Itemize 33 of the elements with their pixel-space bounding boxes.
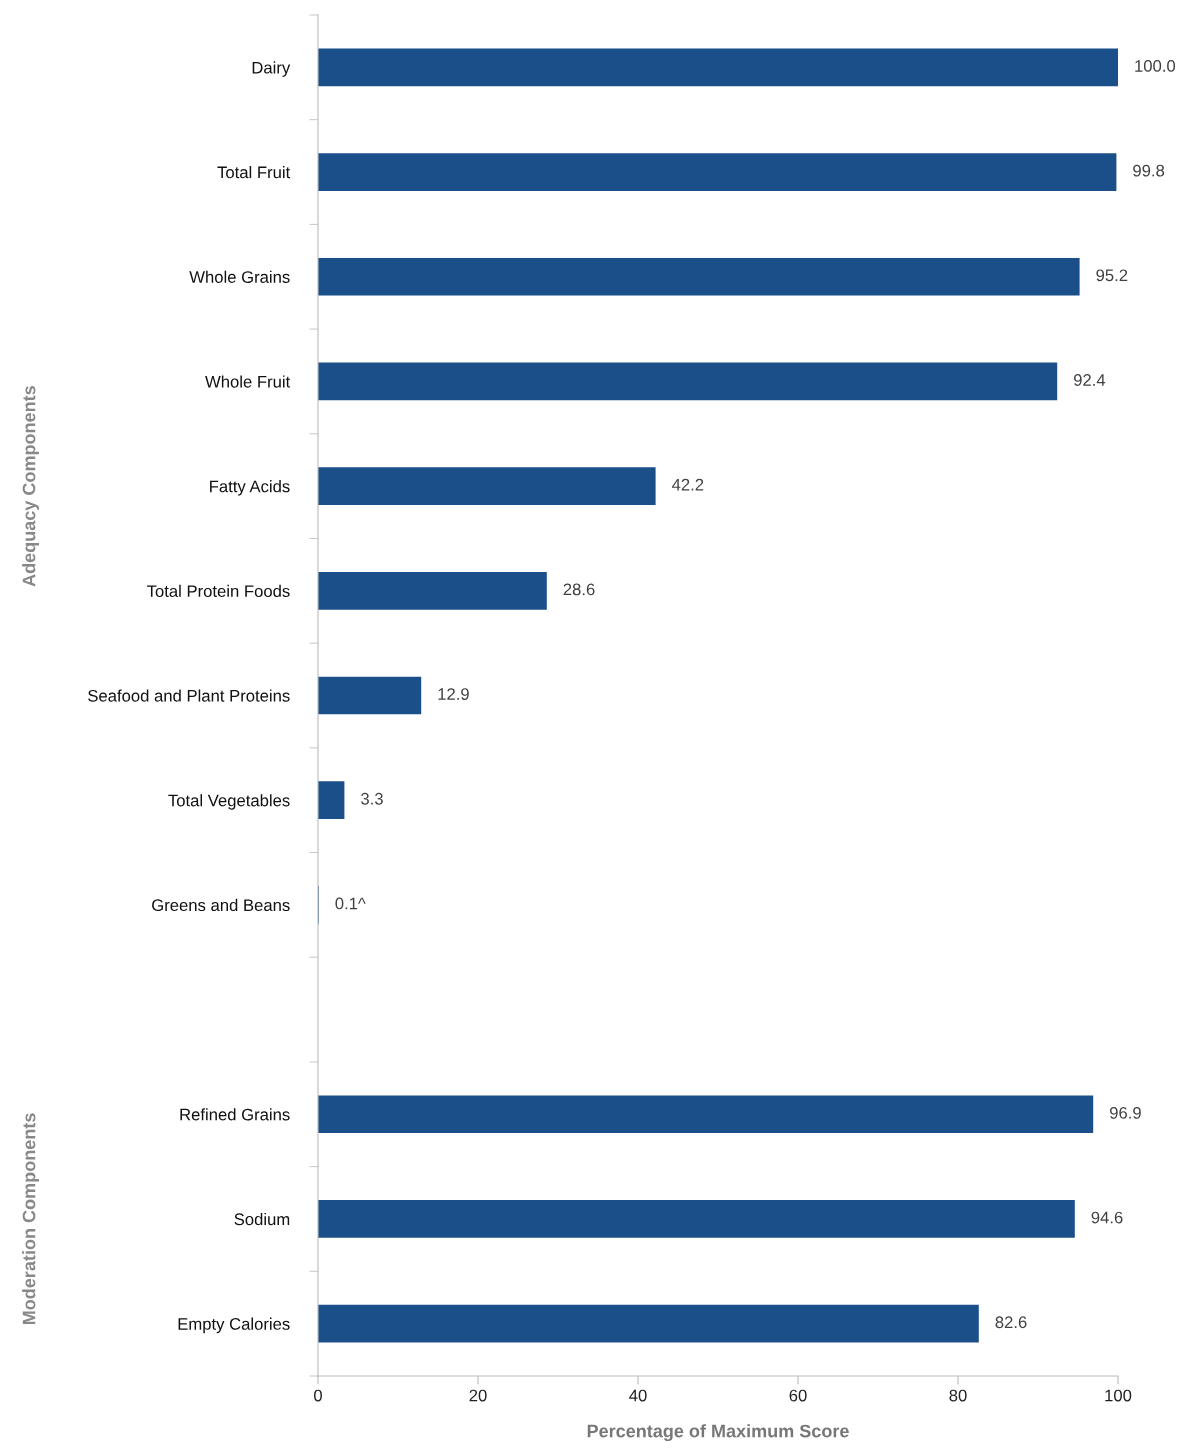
- x-tick-label: 20: [469, 1389, 487, 1402]
- y-tick-label: Whole Fruit: [205, 375, 291, 388]
- data-label: 42.2: [671, 478, 704, 491]
- data-label: 96.9: [1109, 1106, 1141, 1119]
- y-tick-label: Total Protein Foods: [147, 584, 290, 598]
- x-axis-title: Percentage of Maximum Score: [587, 1424, 849, 1442]
- x-tick-label: 80: [949, 1389, 967, 1402]
- y-tick-label: Greens and Beans: [152, 898, 290, 912]
- y-tick-label: Whole Grains: [189, 270, 290, 283]
- data-label: 95.2: [1096, 269, 1128, 282]
- data-label: 99.8: [1133, 164, 1165, 177]
- data-label: 12.9: [438, 688, 469, 700]
- text: Moderation Components: [22, 1113, 39, 1325]
- y-tick-label: Total Fruit: [217, 166, 291, 179]
- data-label: 28.6: [563, 583, 595, 596]
- data-label: 3.3: [361, 792, 383, 805]
- data-label: 92.4: [1073, 374, 1106, 386]
- y-tick-label: Total Vegetables: [168, 794, 290, 810]
- x-tick-label: 60: [789, 1389, 807, 1402]
- x-tick-label: 40: [629, 1389, 647, 1402]
- data-label: 94.6: [1091, 1211, 1123, 1224]
- y-tick-label: Seafood and Plant Proteins: [88, 689, 290, 702]
- y-tick-label: Refined Grains: [180, 1108, 290, 1121]
- y-tick-label: Fatty Acids: [210, 480, 290, 496]
- data-label: 0.1^: [335, 897, 366, 910]
- y-tick-label: Empty Calories: [178, 1317, 290, 1334]
- x-tick-label: 0: [314, 1389, 322, 1402]
- data-label: 100.0: [1135, 60, 1176, 72]
- y-tick-label: Dairy: [252, 61, 291, 77]
- y-tick-label: Sodium: [234, 1212, 290, 1226]
- x-tick-label: 100: [1105, 1389, 1132, 1402]
- data-label: 82.6: [995, 1316, 1027, 1329]
- text: Adequacy Components: [22, 386, 39, 587]
